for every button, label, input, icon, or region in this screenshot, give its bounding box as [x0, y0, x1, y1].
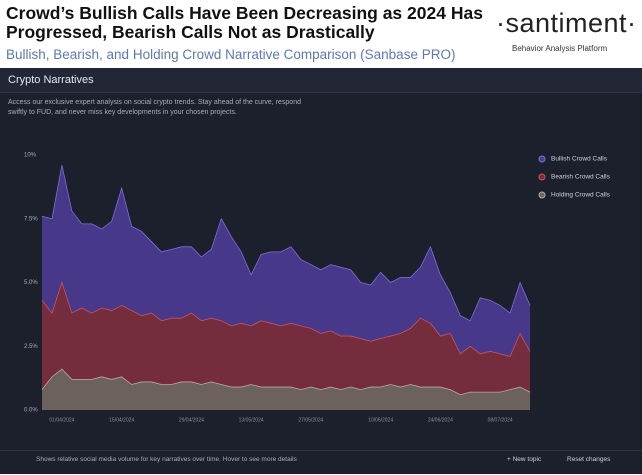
footer-note: Shows relative social media volume for k…	[36, 456, 297, 463]
legend-label: Holding Crowd Calls	[551, 192, 611, 199]
y-tick-label: 10%	[24, 153, 37, 159]
x-tick-label: 01/04/2024	[49, 417, 74, 423]
x-tick-label: 13/05/2024	[239, 417, 264, 423]
reset-button[interactable]: Reset changes	[567, 456, 611, 463]
title: Crowd’s Bullish Calls Have Been Decreasi…	[6, 3, 483, 42]
x-tick-label: 27/05/2024	[298, 417, 323, 423]
legend-swatch	[538, 155, 546, 163]
legend-swatch	[538, 191, 546, 199]
y-tick-label: 0.0%	[24, 408, 38, 414]
tagline: Behavior Analysis Platform	[512, 44, 608, 53]
panel-description: Access our exclusive expert analysis on …	[8, 99, 301, 116]
x-tick-label: 15/04/2024	[109, 417, 134, 423]
legend-swatch	[538, 173, 546, 181]
y-tick-label: 7.5%	[24, 216, 38, 222]
panel-header	[0, 68, 642, 93]
y-tick-label: 2.5%	[24, 344, 38, 350]
legend-label: Bearish Crowd Calls	[551, 174, 611, 181]
area-fill	[42, 369, 530, 410]
logo: ·santiment·	[496, 8, 637, 38]
panel-title: Crypto Narratives	[8, 74, 94, 86]
area-fill	[42, 282, 530, 410]
footer-bar	[0, 450, 642, 475]
subtitle: Bullish, Bearish, and Holding Crowd Narr…	[6, 47, 456, 62]
x-tick-label: 29/04/2024	[179, 417, 204, 423]
y-tick-label: 5.0%	[24, 280, 38, 286]
area-line	[41, 368, 531, 396]
x-tick-label: 24/06/2024	[428, 417, 453, 423]
legend-label: Bullish Crowd Calls	[551, 156, 608, 163]
area-line	[41, 281, 531, 357]
x-tick-label: 10/06/2024	[368, 417, 393, 423]
new-topic-button[interactable]: + New topic	[507, 456, 542, 463]
area-line	[41, 165, 531, 322]
x-tick-label: 08/07/2024	[488, 417, 513, 423]
